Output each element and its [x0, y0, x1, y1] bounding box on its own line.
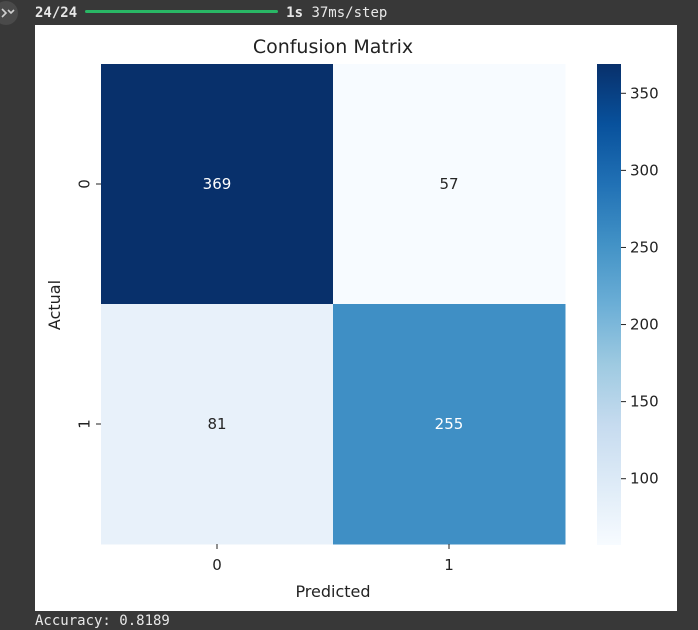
y-tick-label: 0 [76, 179, 94, 189]
progress-time: 1s [286, 5, 304, 21]
cell-value-label: 81 [207, 415, 226, 433]
cell-value-label: 369 [203, 175, 232, 193]
progress-bar [85, 10, 279, 13]
heatmap-cell-1-1 [333, 304, 566, 545]
colorbar-tick-label: 150 [630, 393, 659, 411]
heatmap-cell-0-0 [101, 64, 334, 305]
progress-step: 37ms/step [311, 5, 388, 21]
progress-count: 24/24 [35, 5, 78, 21]
x-axis-label: Predicted [295, 582, 370, 601]
output-toggle-icon[interactable] [0, 1, 18, 25]
chart-title: Confusion Matrix [253, 36, 413, 58]
y-tick-label: 1 [76, 419, 94, 429]
accuracy-output: Accuracy: 0.8189 [35, 613, 170, 629]
colorbar-tick-label: 100 [630, 470, 659, 488]
cell-value-label: 57 [439, 175, 458, 193]
colorbar-tick-label: 200 [630, 316, 659, 334]
colorbar [597, 64, 621, 545]
colorbar-tick-label: 250 [630, 238, 659, 256]
heatmap-cell-1-0 [101, 304, 334, 545]
progress-line: 24/24 1s 37ms/step [35, 4, 387, 22]
confusion-matrix-chart: Confusion Matrix 369 57 81 255 0 1 0 1 Predic… [45, 36, 659, 601]
cell-value-label: 255 [435, 415, 464, 433]
confusion-matrix-figure: Confusion Matrix 369 57 81 255 0 1 0 1 Predic… [35, 25, 677, 611]
colorbar-tick-label: 300 [630, 161, 659, 179]
x-tick-label: 1 [444, 556, 454, 574]
y-axis-label: Actual [45, 280, 64, 330]
x-tick-label: 0 [212, 556, 222, 574]
colorbar-tick-label: 350 [630, 84, 659, 102]
heatmap-cell-0-1 [333, 64, 566, 305]
